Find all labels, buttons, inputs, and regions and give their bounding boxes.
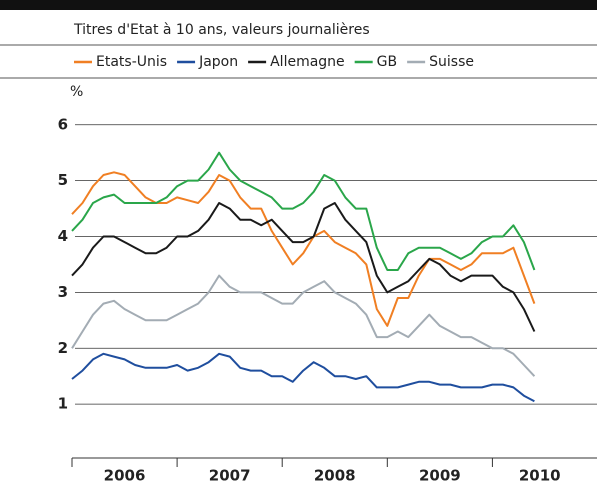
- series-line: [71, 274, 536, 377]
- series-line: [71, 202, 536, 332]
- series-line: [71, 151, 536, 271]
- y-tick-label: 3: [58, 283, 68, 301]
- legend-label: Allemagne: [270, 54, 345, 70]
- x-tick-label: 2010: [519, 467, 561, 485]
- chart-title: Titres d'Etat à 10 ans, valeurs journali…: [73, 22, 370, 38]
- y-tick-label: 6: [58, 115, 68, 133]
- y-tick-label: 5: [58, 171, 68, 189]
- legend-label: Suisse: [429, 54, 474, 70]
- x-tick-label: 2008: [314, 467, 356, 485]
- legend-label: GB: [377, 54, 397, 70]
- y-tick-label: 2: [58, 339, 68, 357]
- series-line: [71, 171, 536, 327]
- y-axis-label: %: [70, 84, 83, 100]
- x-tick-label: 2006: [104, 467, 146, 485]
- x-tick-label: 2009: [419, 467, 461, 485]
- legend-label: Japon: [198, 54, 238, 70]
- x-tick-label: 2007: [209, 467, 251, 485]
- y-tick-label: 1: [58, 395, 68, 413]
- y-tick-label: 4: [58, 227, 68, 245]
- series-line: [71, 352, 535, 403]
- top-bar: [0, 0, 597, 10]
- legend-label: Etats-Unis: [96, 54, 167, 70]
